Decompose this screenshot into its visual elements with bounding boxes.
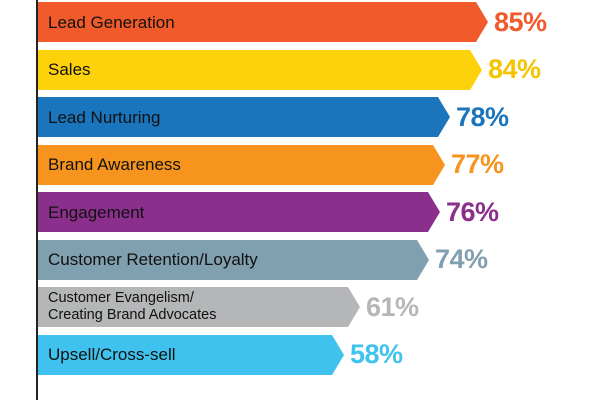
bar-row: Sales 84% (38, 49, 572, 90)
bar-arrow-tip (332, 334, 344, 375)
bar-row: Engagement 76% (38, 192, 530, 232)
bar (38, 334, 332, 375)
bar-row: Customer Retention/Loyalty 74% (38, 239, 519, 280)
bar-arrow-tip (438, 97, 450, 137)
bar-row: Customer Evangelism/ Creating Brand Advo… (38, 287, 450, 327)
bar-value-label: 78% (456, 101, 509, 132)
bar-row: Upsell/Cross-sell 58% (38, 334, 434, 375)
bar-value-label: 74% (435, 244, 488, 274)
bar-row: Lead Generation 85% (38, 2, 578, 42)
bar-arrow-tip (348, 287, 360, 327)
bar-row: Lead Nurturing 78% (38, 97, 540, 137)
bar-value-label: 77% (451, 149, 504, 179)
bar-arrow-tip (476, 2, 488, 42)
bar-value-label: 85% (494, 6, 547, 37)
bar-category-label: Lead Nurturing (48, 107, 161, 127)
bar-category-label: Lead Generation (48, 12, 175, 32)
bar-arrow-tip (428, 192, 440, 232)
bar-category-label: Upsell/Cross-sell (48, 345, 176, 364)
bar-value-label: 76% (446, 196, 499, 227)
bar (38, 49, 470, 90)
bar-category-label: Customer Retention/Loyalty (48, 250, 258, 269)
bar (38, 192, 428, 232)
bar (38, 287, 348, 327)
bar-arrow-tip (417, 239, 429, 280)
bar-category-label: Brand Awareness (48, 155, 181, 174)
bar-value-label: 58% (350, 339, 403, 369)
bar (38, 2, 476, 42)
bar-category-label: Engagement (48, 202, 145, 222)
bar-arrow-tip (433, 144, 445, 185)
bar (38, 97, 438, 137)
y-axis-line (36, 0, 38, 400)
bar-category-label: Customer Evangelism/ Creating Brand Advo… (48, 290, 217, 323)
bar-category-label: Sales (48, 60, 91, 79)
bar-value-label: 84% (488, 54, 541, 84)
bar (38, 239, 417, 280)
bar-arrow-tip (470, 49, 482, 90)
bar (38, 144, 433, 185)
bar-value-label: 61% (366, 291, 419, 322)
bar-row: Brand Awareness 77% (38, 144, 535, 185)
